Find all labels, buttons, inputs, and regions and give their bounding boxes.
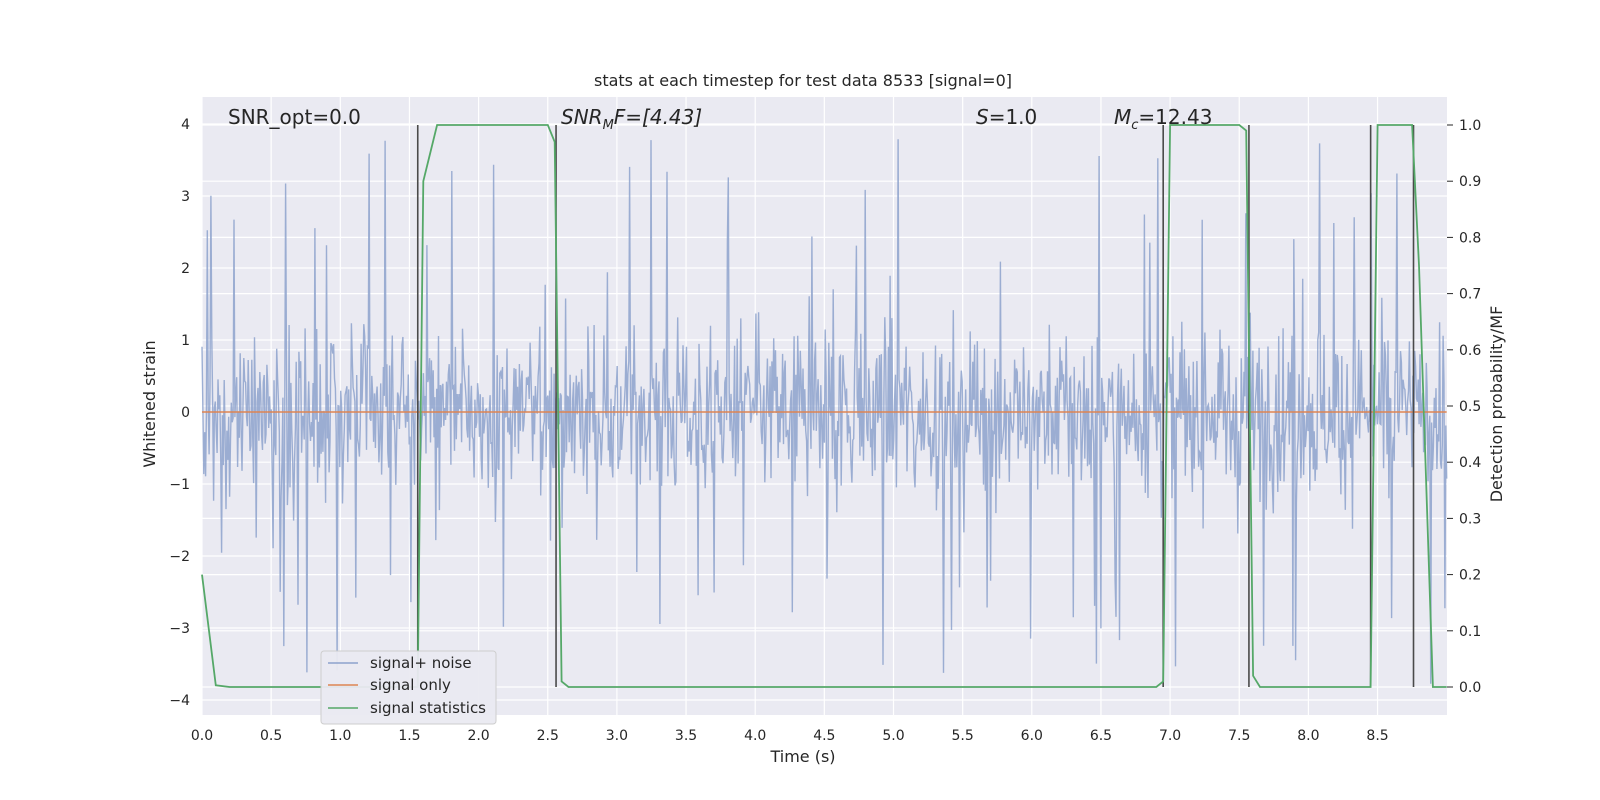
noise-trace	[201, 139, 1448, 684]
x-axis-label: Time (s)	[769, 747, 835, 766]
x-tick-label: 5.0	[882, 728, 904, 744]
x-tick-label: 3.5	[675, 728, 697, 744]
x-tick-label: 8.0	[1297, 728, 1319, 744]
x-tick-label: 7.0	[1159, 728, 1181, 744]
y-ticks-left: 4 3 2 1 0 −1 −2 −3 −4	[169, 117, 190, 709]
x-tick-label: 0.0	[191, 728, 213, 744]
y2-tick-label: 1.0	[1459, 118, 1481, 134]
annotation-mc: Mc=12.43	[1114, 105, 1212, 133]
legend-box	[320, 650, 497, 725]
x-tick-label: 6.0	[1021, 728, 1043, 744]
y-tick-label: −2	[169, 549, 190, 565]
grid-vertical	[201, 97, 1379, 715]
x-tick-label: 4.5	[813, 728, 835, 744]
legend-label-signal-only: signal only	[370, 676, 451, 694]
x-tick-label: 1.5	[398, 728, 420, 744]
y2-tick-label: 0.6	[1459, 343, 1481, 359]
y2-tick-label: 0.4	[1459, 455, 1481, 471]
x-tick-label: 1.0	[329, 728, 351, 744]
y-ticks-right: 1.0 0.9 0.8 0.7 0.6 0.5 0.4 0.3 0.2 0.1 0.0	[1447, 118, 1481, 696]
y2-tick-label: 0.0	[1459, 680, 1481, 696]
x-tick-label: 2.0	[467, 728, 489, 744]
y2-tick-label: 0.9	[1459, 174, 1481, 190]
y-tick-label: 1	[181, 333, 190, 349]
y-tick-label: −1	[169, 477, 190, 493]
legend: signal+ noise signal only signal statist…	[320, 650, 497, 725]
legend-label-signal-statistics: signal statistics	[370, 699, 486, 717]
annotation-snr-opt: SNR_opt=0.0	[228, 105, 361, 129]
x-tick-label: 6.5	[1090, 728, 1112, 744]
y2-tick-label: 0.8	[1459, 230, 1481, 246]
y-tick-label: 4	[181, 117, 190, 133]
chart-title: stats at each timestep for test data 853…	[594, 71, 1012, 90]
y2-tick-label: 0.5	[1459, 399, 1481, 415]
y2-tick-label: 0.7	[1459, 287, 1481, 303]
y2-tick-label: 0.1	[1459, 624, 1481, 640]
x-tick-label: 3.0	[606, 728, 628, 744]
legend-label-signal-plus-noise: signal+ noise	[370, 654, 472, 672]
x-tick-label: 5.5	[952, 728, 974, 744]
y-axis-label: Whitened strain	[140, 340, 159, 467]
y-tick-label: −3	[169, 621, 190, 637]
y2-tick-label: 0.2	[1459, 568, 1481, 584]
series-signal-plus-noise	[201, 139, 1448, 684]
x-tick-label: 0.5	[260, 728, 282, 744]
y-tick-label: −4	[169, 693, 190, 709]
x-tick-label: 2.5	[537, 728, 559, 744]
x-tick-label: 7.5	[1228, 728, 1250, 744]
y-tick-label: 2	[181, 261, 190, 277]
x-tick-label: 4.0	[744, 728, 766, 744]
y2-tick-label: 0.3	[1459, 511, 1481, 527]
y-tick-label: 0	[181, 405, 190, 421]
x-tick-label: 8.5	[1366, 728, 1388, 744]
y-tick-label: 3	[181, 189, 190, 205]
y2-axis-label: Detection probability/MF	[1487, 306, 1506, 503]
annotation-snr-mf: SNRMF=[4.43]	[561, 105, 702, 133]
annotation-s: S=1.0	[976, 105, 1037, 129]
x-ticks: 0.0 0.5 1.0 1.5 2.0 2.5 3.0 3.5 4.0 4.5 5.0 5.5 6.0 6…	[191, 728, 1389, 744]
